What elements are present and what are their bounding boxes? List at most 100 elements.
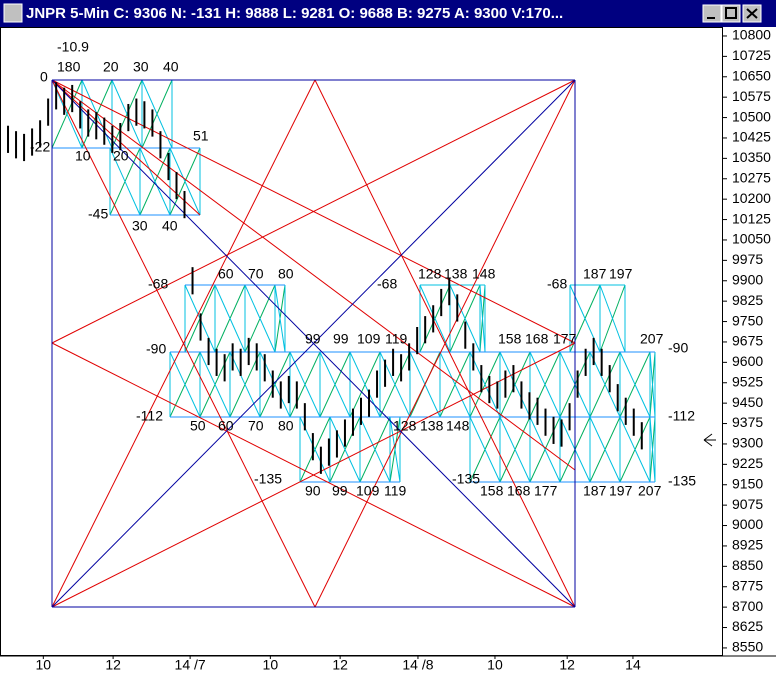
pattern-line: [419, 284, 451, 353]
gann-line: [51, 79, 201, 216]
y-tick-label: 9300: [732, 435, 763, 451]
level-label: 0: [40, 69, 48, 85]
y-tick-label: 9900: [732, 271, 763, 287]
level-label: 187: [583, 483, 607, 499]
level-label: 148: [446, 418, 470, 434]
minimize-button[interactable]: [702, 4, 722, 23]
y-tick-label: 10350: [732, 149, 771, 165]
pattern-line: [111, 79, 143, 149]
title-bar: [0, 0, 776, 27]
level-label: 10: [75, 148, 91, 164]
pattern-line: [389, 416, 401, 483]
pattern-line: [169, 351, 201, 418]
x-tick-label: 10: [487, 657, 503, 673]
level-label: 197: [609, 266, 633, 282]
level-label: -90: [668, 340, 688, 356]
pattern-line: [141, 79, 173, 149]
level-label: -135: [254, 471, 282, 487]
level-label: 90: [305, 483, 321, 499]
pattern-line: [649, 351, 656, 418]
y-tick-label: 9975: [732, 251, 763, 267]
level-label: -112: [136, 408, 163, 424]
gann-line: [51, 79, 316, 608]
level-label: 99: [333, 331, 349, 347]
level-label: 30: [133, 59, 149, 75]
y-tick-label: 9525: [732, 373, 763, 389]
level-label: 119: [385, 331, 408, 347]
level-label: -112: [668, 408, 695, 424]
level-label: 158: [480, 483, 504, 499]
pattern-line: [529, 416, 561, 483]
level-label: 99: [305, 331, 321, 347]
level-label: 158: [498, 331, 522, 347]
pattern-line: [214, 284, 246, 353]
level-label: 20: [113, 148, 129, 164]
level-label: 148: [472, 266, 496, 282]
gann-line: [51, 79, 576, 344]
y-tick-label: 10650: [732, 67, 771, 83]
pattern-line: [109, 147, 141, 216]
y-tick-label: 8850: [732, 557, 763, 573]
pattern-line: [319, 351, 351, 418]
x-tick-label: 12: [559, 657, 575, 673]
level-label: 138: [420, 418, 444, 434]
y-tick-label: 8625: [732, 618, 763, 634]
y-tick-label: 10125: [732, 210, 771, 226]
price-marker: [703, 433, 716, 447]
pattern-line: [589, 351, 621, 418]
level-label: 80: [278, 266, 294, 282]
level-label: 109: [357, 331, 381, 347]
pattern-line: [619, 416, 651, 483]
x-tick-label: 10: [36, 657, 52, 673]
gann-line: [51, 79, 576, 471]
level-label: -135: [452, 471, 480, 487]
app-icon: [3, 3, 23, 23]
y-tick-label: 10275: [732, 169, 771, 185]
x-tick-label: 14 /7: [175, 657, 206, 673]
level-label: 60: [218, 266, 234, 282]
window-buttons[interactable]: [702, 4, 762, 23]
maximize-icon: [725, 7, 737, 19]
x-tick-label: 10: [263, 657, 279, 673]
level-label: 60: [218, 418, 234, 434]
y-tick-label: 9075: [732, 496, 763, 512]
level-label: 70: [248, 418, 264, 434]
y-tick-label: 9000: [732, 516, 763, 532]
level-label: 119: [384, 483, 407, 499]
y-tick-label: 10050: [732, 231, 771, 247]
gann-line: [314, 79, 576, 608]
y-tick-label: 9450: [732, 394, 763, 410]
level-label: 128: [418, 266, 442, 282]
pattern-line: [274, 284, 286, 353]
level-label: 197: [609, 483, 633, 499]
pattern-line: [499, 351, 531, 418]
y-tick-label: 8550: [732, 639, 763, 655]
pattern-line: [589, 416, 621, 483]
level-label: -68: [148, 276, 168, 292]
level-label: 99: [332, 483, 348, 499]
level-label: 30: [132, 218, 148, 234]
level-label: 168: [525, 331, 549, 347]
pattern-line: [359, 416, 391, 483]
y-tick-label: 10425: [732, 129, 771, 145]
level-label: 187: [583, 266, 607, 282]
level-label: 40: [163, 59, 179, 75]
level-label: 80: [278, 418, 294, 434]
level-label: -68: [547, 276, 567, 292]
y-tick-label: 8775: [732, 577, 763, 593]
level-label: 177: [553, 331, 577, 347]
pattern-line: [619, 351, 651, 418]
y-tick-label: 9825: [732, 292, 763, 308]
pattern-line: [244, 284, 276, 353]
pattern-line: [139, 147, 171, 216]
y-tick-label: 9375: [732, 414, 763, 430]
level-label: 70: [248, 266, 264, 282]
y-tick-label: 10500: [732, 108, 771, 124]
pattern-line: [649, 416, 656, 483]
y-tick-label: 9750: [732, 312, 763, 328]
pattern-line: [449, 284, 481, 353]
pattern-line: [329, 416, 361, 483]
level-label: 20: [103, 59, 119, 75]
level-label: 109: [356, 483, 380, 499]
